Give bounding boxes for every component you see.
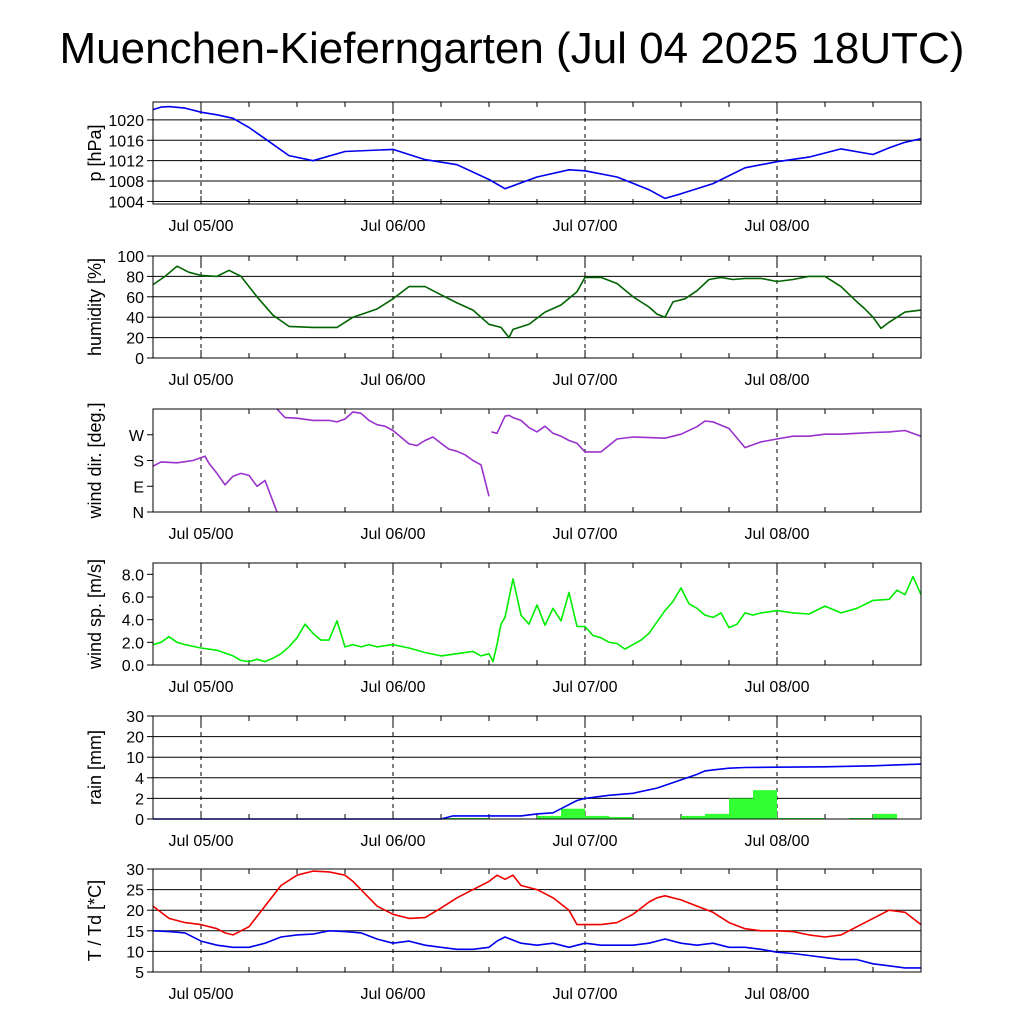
series-line [153, 763, 922, 820]
x-tick-label: Jul 07/00 [553, 833, 618, 850]
x-tick-label: Jul 08/00 [745, 218, 810, 235]
panel-temperature-and-dew-point: 5 10 15 20 25 30 T / Td [*C] Jul 05/00 Jul 06/00… [85, 862, 922, 1003]
x-tick-label: Jul 08/00 [745, 833, 810, 850]
y-axis-label: wind sp. [m/s] [85, 559, 105, 670]
rain-bar [849, 817, 873, 819]
x-tick-label: Jul 06/00 [361, 986, 426, 1003]
y-tick-label: 5 [135, 965, 144, 982]
y-tick-label: 30 [126, 862, 144, 879]
y-tick-label: 60 [126, 290, 144, 307]
rain-bar [681, 815, 705, 819]
plot-frame [152, 101, 922, 205]
y-tick-label: 4 [135, 771, 144, 788]
series-line [152, 455, 278, 513]
y-tick-label: N [132, 505, 144, 522]
rain-bar [729, 798, 753, 819]
y-tick-label: 2.0 [122, 635, 144, 652]
y-tick-label: 2 [135, 791, 144, 808]
x-tick-label: Jul 07/00 [553, 679, 618, 696]
x-tick-label: Jul 05/00 [169, 986, 234, 1003]
plot-frame [152, 408, 922, 513]
y-tick-label: 0.0 [122, 658, 144, 675]
series-line [152, 929, 921, 969]
y-axis-label: rain [mm] [85, 730, 105, 805]
y-tick-label: 20 [126, 730, 144, 747]
y-tick-label: 1008 [108, 174, 144, 191]
y-tick-label: 40 [126, 310, 144, 327]
x-tick-label: Jul 07/00 [553, 986, 618, 1003]
y-tick-label: 10 [126, 750, 144, 767]
x-tick-label: Jul 07/00 [553, 372, 618, 389]
plot-frame [152, 562, 922, 666]
rain-bar [537, 815, 561, 819]
x-tick-label: Jul 06/00 [361, 679, 426, 696]
rain-bar [873, 813, 897, 819]
x-tick-label: Jul 08/00 [745, 679, 810, 696]
y-tick-label: 30 [126, 709, 144, 726]
rain-bar [585, 815, 609, 819]
rain-bar [465, 817, 489, 819]
x-tick-label: Jul 08/00 [745, 372, 810, 389]
x-tick-label: Jul 05/00 [169, 679, 234, 696]
y-tick-label: 20 [126, 903, 144, 920]
y-tick-label: 1012 [108, 154, 144, 171]
y-tick-label: 0 [135, 351, 144, 368]
x-tick-label: Jul 07/00 [553, 218, 618, 235]
x-tick-label: Jul 06/00 [361, 372, 426, 389]
rain-bar [801, 817, 825, 819]
y-axis-label: humidity [%] [85, 258, 105, 356]
plot-frame [152, 868, 922, 973]
y-tick-label: 1020 [108, 113, 144, 130]
rain-bar [753, 790, 777, 819]
y-tick-label: 6.0 [122, 590, 144, 607]
chart-title: Muenchen-Kieferngarten (Jul 04 2025 18UT… [59, 24, 965, 73]
x-tick-label: Jul 08/00 [745, 986, 810, 1003]
x-tick-label: Jul 06/00 [361, 833, 426, 850]
y-tick-label: 1004 [108, 194, 144, 211]
series-line [152, 870, 922, 938]
rain-bar [441, 817, 465, 819]
y-tick-label: 100 [117, 249, 144, 266]
x-tick-label: Jul 05/00 [169, 218, 234, 235]
rain-bar [705, 813, 729, 819]
y-tick-label: 10 [126, 944, 144, 961]
y-tick-label: 25 [126, 883, 144, 900]
rain-bar [609, 816, 633, 819]
series-line [152, 265, 922, 339]
y-axis-label: p [hPa] [85, 124, 105, 181]
x-tick-label: Jul 05/00 [169, 833, 234, 850]
plot-frame [152, 715, 922, 820]
x-tick-label: Jul 07/00 [553, 526, 618, 543]
plot-frame [152, 255, 922, 359]
y-tick-label: 15 [126, 924, 144, 941]
y-tick-label: 8.0 [122, 567, 144, 584]
y-tick-label: W [129, 428, 145, 445]
series-line [152, 575, 922, 663]
panel-rain: 0 2 4 10 20 30 rain [mm] Jul 05/00 Jul 06/00 Jul … [85, 709, 922, 850]
panel-humidity: 0 20 40 60 80 100 humidity [%] Jul 05/00 Jul 06/… [85, 249, 922, 389]
x-tick-label: Jul 05/00 [169, 526, 234, 543]
y-tick-label: 80 [126, 269, 144, 286]
rain-bar [777, 817, 801, 819]
y-tick-label: 1016 [108, 133, 144, 150]
y-axis-label: wind dir. [deg.] [85, 402, 105, 519]
x-tick-label: Jul 05/00 [169, 372, 234, 389]
y-tick-label: S [133, 454, 144, 471]
y-tick-label: 20 [126, 331, 144, 348]
series-line [276, 408, 490, 497]
series-line [491, 414, 922, 453]
x-tick-label: Jul 06/00 [361, 218, 426, 235]
rain-bar [561, 808, 585, 819]
y-axis-label: T / Td [*C] [85, 880, 105, 961]
series-line [152, 105, 922, 200]
panel-wind-speed: 0.0 2.0 4.0 6.0 8.0 wind sp. [m/s] Jul 05/00 Ju… [85, 559, 922, 696]
y-tick-label: 0 [135, 812, 144, 829]
x-tick-label: Jul 06/00 [361, 526, 426, 543]
x-tick-label: Jul 08/00 [745, 526, 810, 543]
y-tick-label: 4.0 [122, 613, 144, 630]
y-tick-label: E [133, 479, 144, 496]
